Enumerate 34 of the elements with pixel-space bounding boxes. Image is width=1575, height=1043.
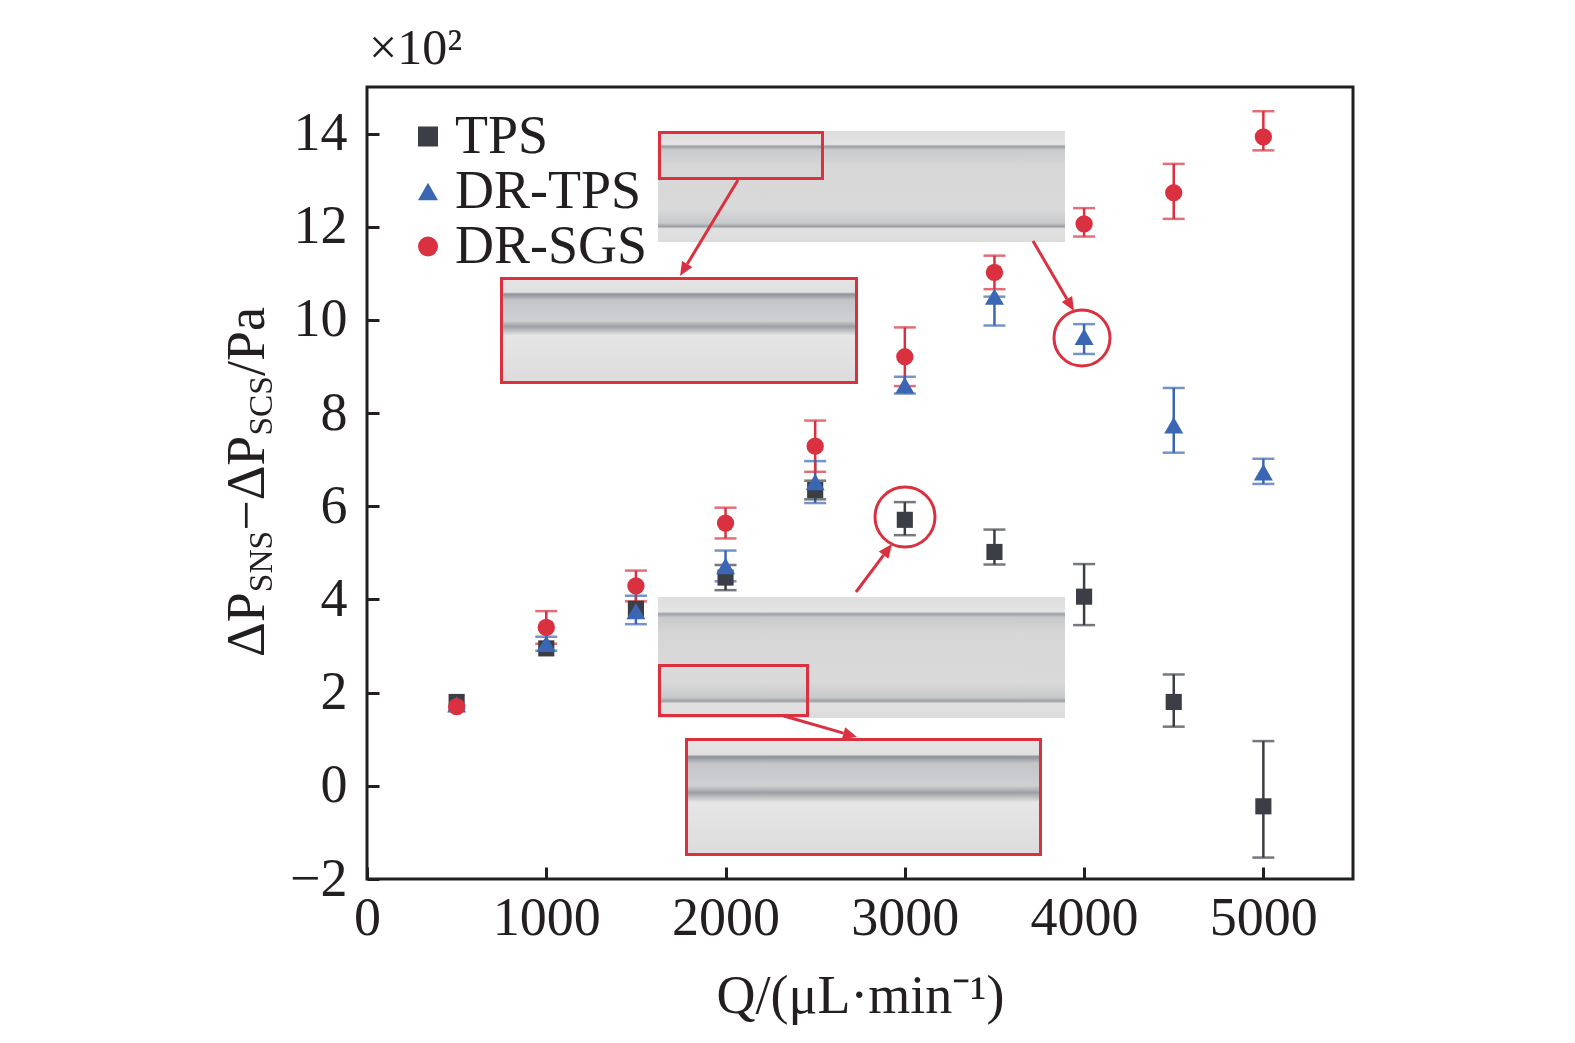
x-tick-label: 1000 [492, 886, 601, 947]
point [805, 473, 825, 491]
point [627, 577, 645, 595]
x-axis-title: Q/(μL·min⁻¹) [716, 964, 1005, 1025]
point [1164, 417, 1184, 434]
x-tick-label: 3000 [851, 886, 960, 947]
point [1075, 215, 1093, 233]
point [806, 437, 824, 455]
x-tick-label: 2000 [672, 886, 781, 947]
y-tick-label: 12 [293, 195, 348, 256]
x-tick-label: 4000 [1030, 886, 1139, 947]
y-tick-label: 10 [293, 288, 348, 349]
y-tick-label: 2 [320, 661, 348, 722]
point [716, 514, 735, 532]
point [1076, 588, 1093, 605]
point [1165, 184, 1183, 202]
point [1253, 464, 1273, 481]
point [985, 263, 1004, 282]
point [1254, 128, 1273, 146]
y-tick-label: 0 [320, 754, 348, 815]
point [1255, 798, 1272, 815]
point [1165, 693, 1182, 711]
point [896, 348, 914, 366]
x-tick-label: 5000 [1209, 886, 1318, 947]
y-tick-label: 6 [320, 474, 348, 535]
point [986, 543, 1003, 561]
point [716, 557, 736, 575]
y-tick-label: 8 [320, 381, 348, 442]
point [537, 618, 555, 637]
point [984, 288, 1004, 305]
y-tick-label: −2 [290, 847, 348, 908]
y-tick-label: 14 [293, 102, 348, 163]
text: ×10² [369, 19, 463, 75]
y-tick-label: 4 [320, 567, 348, 628]
